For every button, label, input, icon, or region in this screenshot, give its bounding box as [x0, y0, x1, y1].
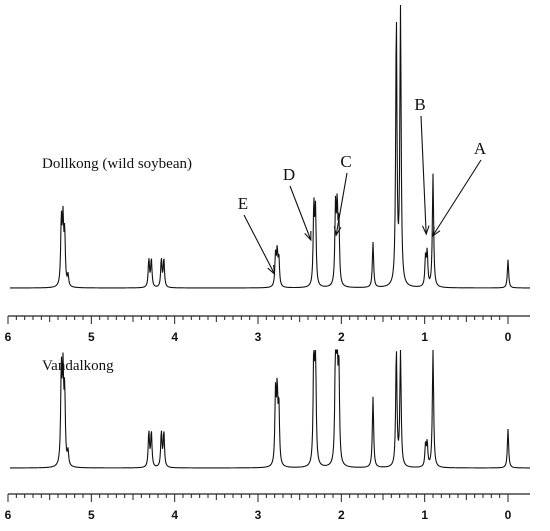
x-tick-label: 4 [171, 508, 178, 522]
annotation-arrowhead [304, 230, 312, 242]
x-tick-label: 1 [421, 330, 428, 344]
panel-dollkong: Dollkong (wild soybean) 6 5 4 3 2 1 0 A B C D E [5, 4, 530, 344]
spectrum-line [10, 349, 531, 469]
x-tick-label: 1 [421, 508, 428, 522]
annotation-arrowhead [267, 264, 276, 276]
x-tick-label: 0 [505, 508, 512, 522]
annotation-arrowhead [431, 227, 441, 238]
annotation-arrow-line [432, 159, 482, 237]
peak-label-d: D [283, 165, 295, 184]
annotation-arrow-line [289, 185, 312, 241]
x-tick-label: 6 [5, 508, 12, 522]
peak-label-b: B [414, 95, 425, 114]
annotation-arrow-line [420, 115, 427, 235]
x-tick-label: 6 [5, 330, 12, 344]
x-tick-label: 5 [88, 508, 95, 522]
annotation-arrow-line [243, 214, 275, 275]
peak-label-e: E [238, 194, 248, 213]
panel-vandalkong: Vandalkong 6 5 4 3 2 1 0 [5, 349, 531, 522]
x-tick-label: 0 [505, 330, 512, 344]
panel-label-dollkong: Dollkong (wild soybean) [42, 156, 192, 172]
x-tick-label: 2 [338, 330, 345, 344]
spectrum-line [10, 4, 530, 289]
annotation-arrowhead [333, 226, 342, 237]
x-tick-label: 3 [255, 330, 262, 344]
panel-label-vandalkong: Vandalkong [42, 358, 114, 374]
annotation-arrow-line [335, 172, 348, 236]
peak-label-c: C [340, 152, 351, 171]
annotation-arrowhead [421, 225, 430, 236]
peak-label-a: A [474, 139, 487, 158]
x-tick-label: 2 [338, 508, 345, 522]
x-tick-label: 3 [255, 508, 262, 522]
x-tick-label: 5 [88, 330, 95, 344]
x-tick-label: 4 [171, 330, 178, 344]
